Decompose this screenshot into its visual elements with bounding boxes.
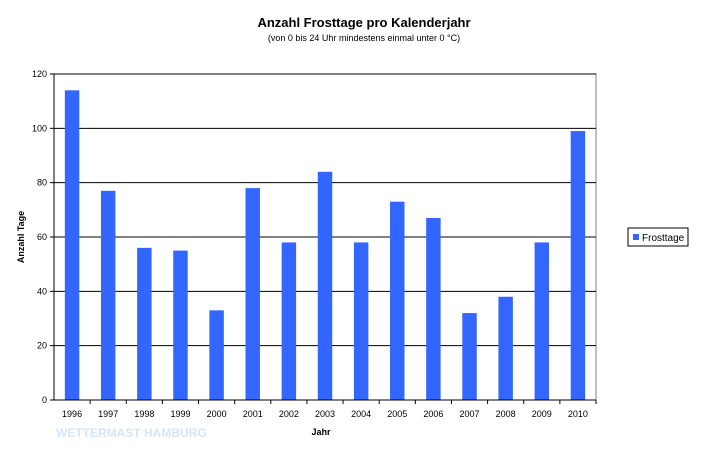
bar-1999 <box>173 250 188 400</box>
bar-2002 <box>281 242 297 400</box>
bar-2009 <box>534 242 550 400</box>
legend-box <box>627 227 689 247</box>
bar-2006 <box>426 217 441 400</box>
x-tick-label: 1999 <box>170 409 190 419</box>
x-tick-label: 2010 <box>568 409 588 419</box>
bar-2008 <box>498 296 513 400</box>
x-tick-label: 2007 <box>460 409 480 419</box>
watermark-text: WETTERMAST HAMBURG <box>56 426 207 440</box>
bar-2004 <box>353 242 369 400</box>
bar-2000 <box>209 310 224 400</box>
bar-1996 <box>64 90 80 401</box>
bar-1998 <box>137 247 152 400</box>
y-tick-label: 0 <box>42 395 47 405</box>
x-axis-ticks: 1996 1997 1998 1999 2000 2001 2002 2003 2004 2005… <box>62 400 597 419</box>
x-tick-label: 2009 <box>532 409 552 419</box>
y-tick-label: 40 <box>37 286 47 296</box>
bar-2010 <box>570 131 586 401</box>
bar-2007 <box>462 313 477 400</box>
x-tick-label: 2000 <box>207 409 227 419</box>
x-tick-label: 1998 <box>134 409 154 419</box>
bars <box>64 90 586 401</box>
x-tick-label: 2008 <box>496 409 516 419</box>
y-axis-label: Anzahl Tage <box>16 211 26 263</box>
legend: Frosttage <box>627 227 689 247</box>
y-tick-label: 80 <box>37 178 47 188</box>
x-axis-label: Jahr <box>311 427 331 437</box>
y-tick-label: 120 <box>32 69 47 79</box>
x-tick-label: 2001 <box>243 409 263 419</box>
x-tick-label: 2004 <box>351 409 371 419</box>
bar-2001 <box>245 188 260 400</box>
bar-2003 <box>317 171 333 400</box>
x-tick-label: 1996 <box>62 409 82 419</box>
chart-subtitle: (von 0 bis 24 Uhr mindestens einmal unte… <box>268 33 460 43</box>
x-tick-label: 2003 <box>315 409 335 419</box>
y-tick-label: 60 <box>37 232 47 242</box>
chart-title: Anzahl Frosttage pro Kalenderjahr <box>257 15 470 30</box>
bar-1997 <box>100 190 116 400</box>
y-axis-ticks: 0 20 40 60 80 100 120 <box>32 69 54 405</box>
legend-swatch <box>633 234 639 240</box>
x-tick-label: 2002 <box>279 409 299 419</box>
y-tick-label: 100 <box>32 123 47 133</box>
x-tick-label: 2005 <box>387 409 407 419</box>
bar-2005 <box>390 201 405 400</box>
x-tick-label: 1997 <box>98 409 118 419</box>
legend-label: Frosttage <box>642 233 685 244</box>
y-tick-label: 20 <box>37 341 47 351</box>
x-tick-label: 2006 <box>423 409 443 419</box>
